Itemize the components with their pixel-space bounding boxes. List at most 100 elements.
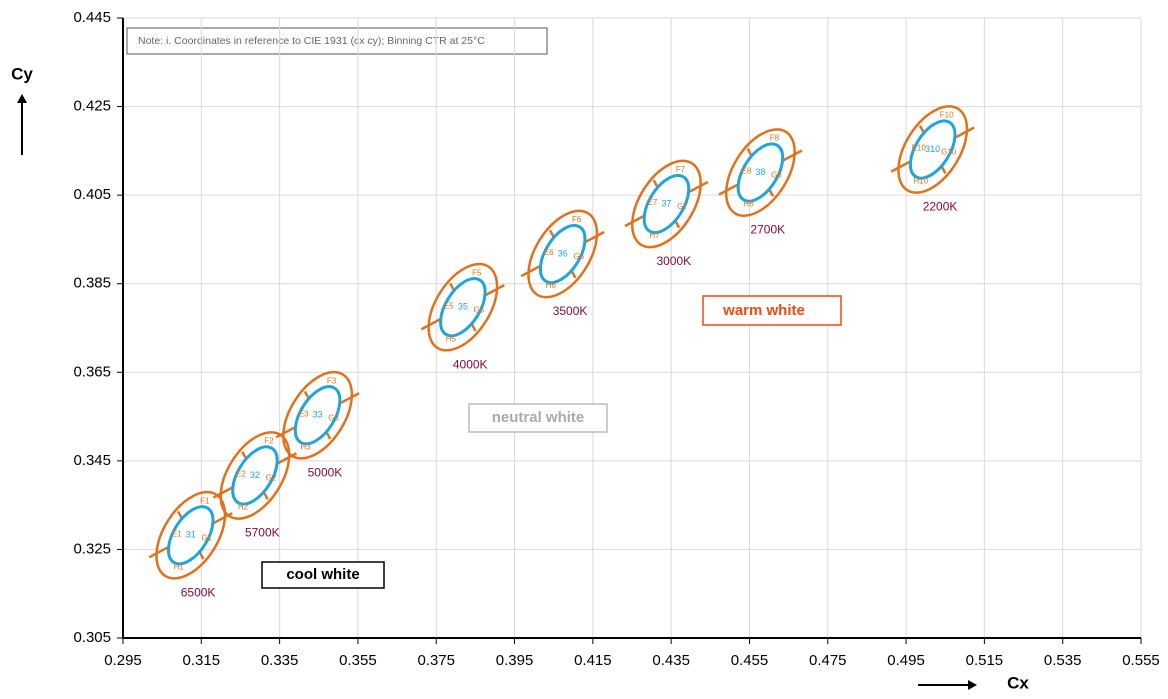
- quadrant-label: H1: [174, 562, 185, 571]
- plot: 0.295 0.315 0.335 0.355 0.375 0.395 0.415 0.435…: [73, 9, 1159, 669]
- bin-label: 35: [458, 302, 468, 312]
- quadrant-label: G7: [677, 202, 688, 211]
- quadrant-label: F2: [264, 437, 274, 446]
- x-axis-label: Cx: [1007, 673, 1029, 692]
- y-arrow-head: [17, 94, 27, 103]
- cct-label: 5000K: [308, 465, 343, 479]
- quadrant-label: E5: [444, 301, 454, 310]
- annotation-box: [468, 403, 608, 433]
- cct-label: 2200K: [923, 200, 958, 214]
- y-tick-label: 0.445: [73, 9, 111, 26]
- annotation: warm white: [722, 302, 805, 319]
- outer-ellipse: [630, 159, 702, 249]
- outer-ellipse: [155, 490, 227, 580]
- x-tick-label: 0.475: [809, 652, 847, 669]
- quadrant-label: H10: [913, 177, 928, 186]
- quadrant-label: H2: [238, 503, 249, 512]
- x-tick-label: 0.435: [652, 652, 690, 669]
- x-tick-label: 0.375: [417, 652, 455, 669]
- bin: 35 E5 F5 G5 H5 4000K: [420, 262, 505, 371]
- x-tick-label: 0.315: [183, 652, 221, 669]
- outer-ellipse: [724, 128, 796, 217]
- inner-ellipse: [439, 277, 487, 338]
- quadrant-label: F10: [940, 111, 954, 120]
- inner-ellipse: [538, 223, 587, 285]
- bin: 36 E6 F6 G6 H6 3500K: [520, 209, 605, 318]
- outer-ellipse: [527, 209, 599, 299]
- quadrant-label: F5: [472, 268, 482, 277]
- quadrant-label: G5: [474, 305, 485, 314]
- y-tick-label: 0.365: [73, 363, 111, 380]
- quadrant-label: E3: [299, 409, 309, 418]
- y-tick-label: 0.305: [73, 629, 111, 646]
- quadrant-label: G1: [201, 533, 212, 542]
- inner-ellipse: [642, 173, 691, 235]
- inner-ellipse: [231, 445, 279, 506]
- bin-label: 32: [250, 470, 260, 480]
- quadrant-label: F6: [572, 215, 582, 224]
- inner-ellipse: [293, 385, 342, 446]
- x-tick-label: 0.535: [1044, 652, 1082, 669]
- x-tick-label: 0.515: [966, 652, 1004, 669]
- outer-ellipse: [897, 105, 969, 194]
- quadrant-label: H8: [743, 200, 754, 209]
- annotation-box: [702, 295, 842, 326]
- cct-label: 3500K: [553, 304, 588, 318]
- bin: 33 E3 F3 G3 H3 5000K: [275, 370, 360, 479]
- bin-label: 33: [313, 410, 323, 420]
- x-tick-label: 0.555: [1122, 652, 1160, 669]
- note-box: [126, 27, 548, 55]
- x-tick-label: 0.455: [731, 652, 769, 669]
- quadrant-label: F3: [327, 376, 337, 385]
- cct-label: 5700K: [245, 526, 280, 540]
- bin-label: 38: [755, 167, 765, 177]
- x-tick-label: 0.415: [574, 652, 612, 669]
- annotation: cool white: [286, 566, 359, 583]
- y-tick-label: 0.385: [73, 275, 111, 292]
- quadrant-label: G3: [328, 413, 339, 422]
- quadrant-label: E7: [648, 198, 658, 207]
- quadrant-label: G10: [941, 148, 957, 157]
- quadrant-label: E1: [172, 529, 182, 538]
- quadrant-label: E8: [742, 167, 752, 176]
- bin: 32 E2 F2 G2 H2 5700K: [212, 431, 298, 540]
- quadrant-label: E10: [912, 144, 927, 153]
- outer-ellipse: [427, 262, 499, 352]
- annotation-box: [261, 561, 385, 589]
- quadrant-label: G2: [266, 474, 277, 483]
- quadrant-label: E6: [544, 248, 554, 257]
- x-tick-label: 0.335: [261, 652, 299, 669]
- bin-label: 31: [186, 530, 196, 540]
- quadrant-label: G8: [771, 171, 782, 180]
- bin-label: 36: [558, 248, 568, 258]
- x-tick-label: 0.355: [339, 652, 377, 669]
- quadrant-label: H6: [546, 281, 557, 290]
- quadrant-label: F8: [770, 134, 780, 143]
- inner-ellipse: [736, 142, 785, 203]
- x-arrow-head: [968, 680, 977, 690]
- bin-label: 37: [661, 198, 671, 208]
- x-tick-label: 0.295: [104, 652, 142, 669]
- y-tick-label: 0.425: [73, 98, 111, 115]
- quadrant-label: H5: [446, 334, 457, 343]
- quadrant-label: F1: [200, 496, 210, 505]
- outer-ellipse: [282, 370, 354, 460]
- quadrant-label: F7: [676, 165, 686, 174]
- x-tick-label: 0.395: [496, 652, 534, 669]
- cct-label: 2700K: [750, 223, 785, 237]
- note: Note: i. Coordinates in reference to CIE…: [138, 35, 485, 47]
- quadrant-label: E2: [236, 470, 246, 479]
- cct-label: 3000K: [656, 254, 691, 268]
- cct-label: 4000K: [453, 357, 488, 371]
- inner-ellipse: [166, 505, 215, 566]
- x-tick-label: 0.495: [887, 652, 925, 669]
- cct-label: 6500K: [181, 585, 216, 599]
- quadrant-label: H3: [300, 442, 311, 451]
- y-tick-label: 0.325: [73, 540, 111, 557]
- inner-ellipse: [908, 119, 957, 180]
- y-tick-label: 0.345: [73, 452, 111, 469]
